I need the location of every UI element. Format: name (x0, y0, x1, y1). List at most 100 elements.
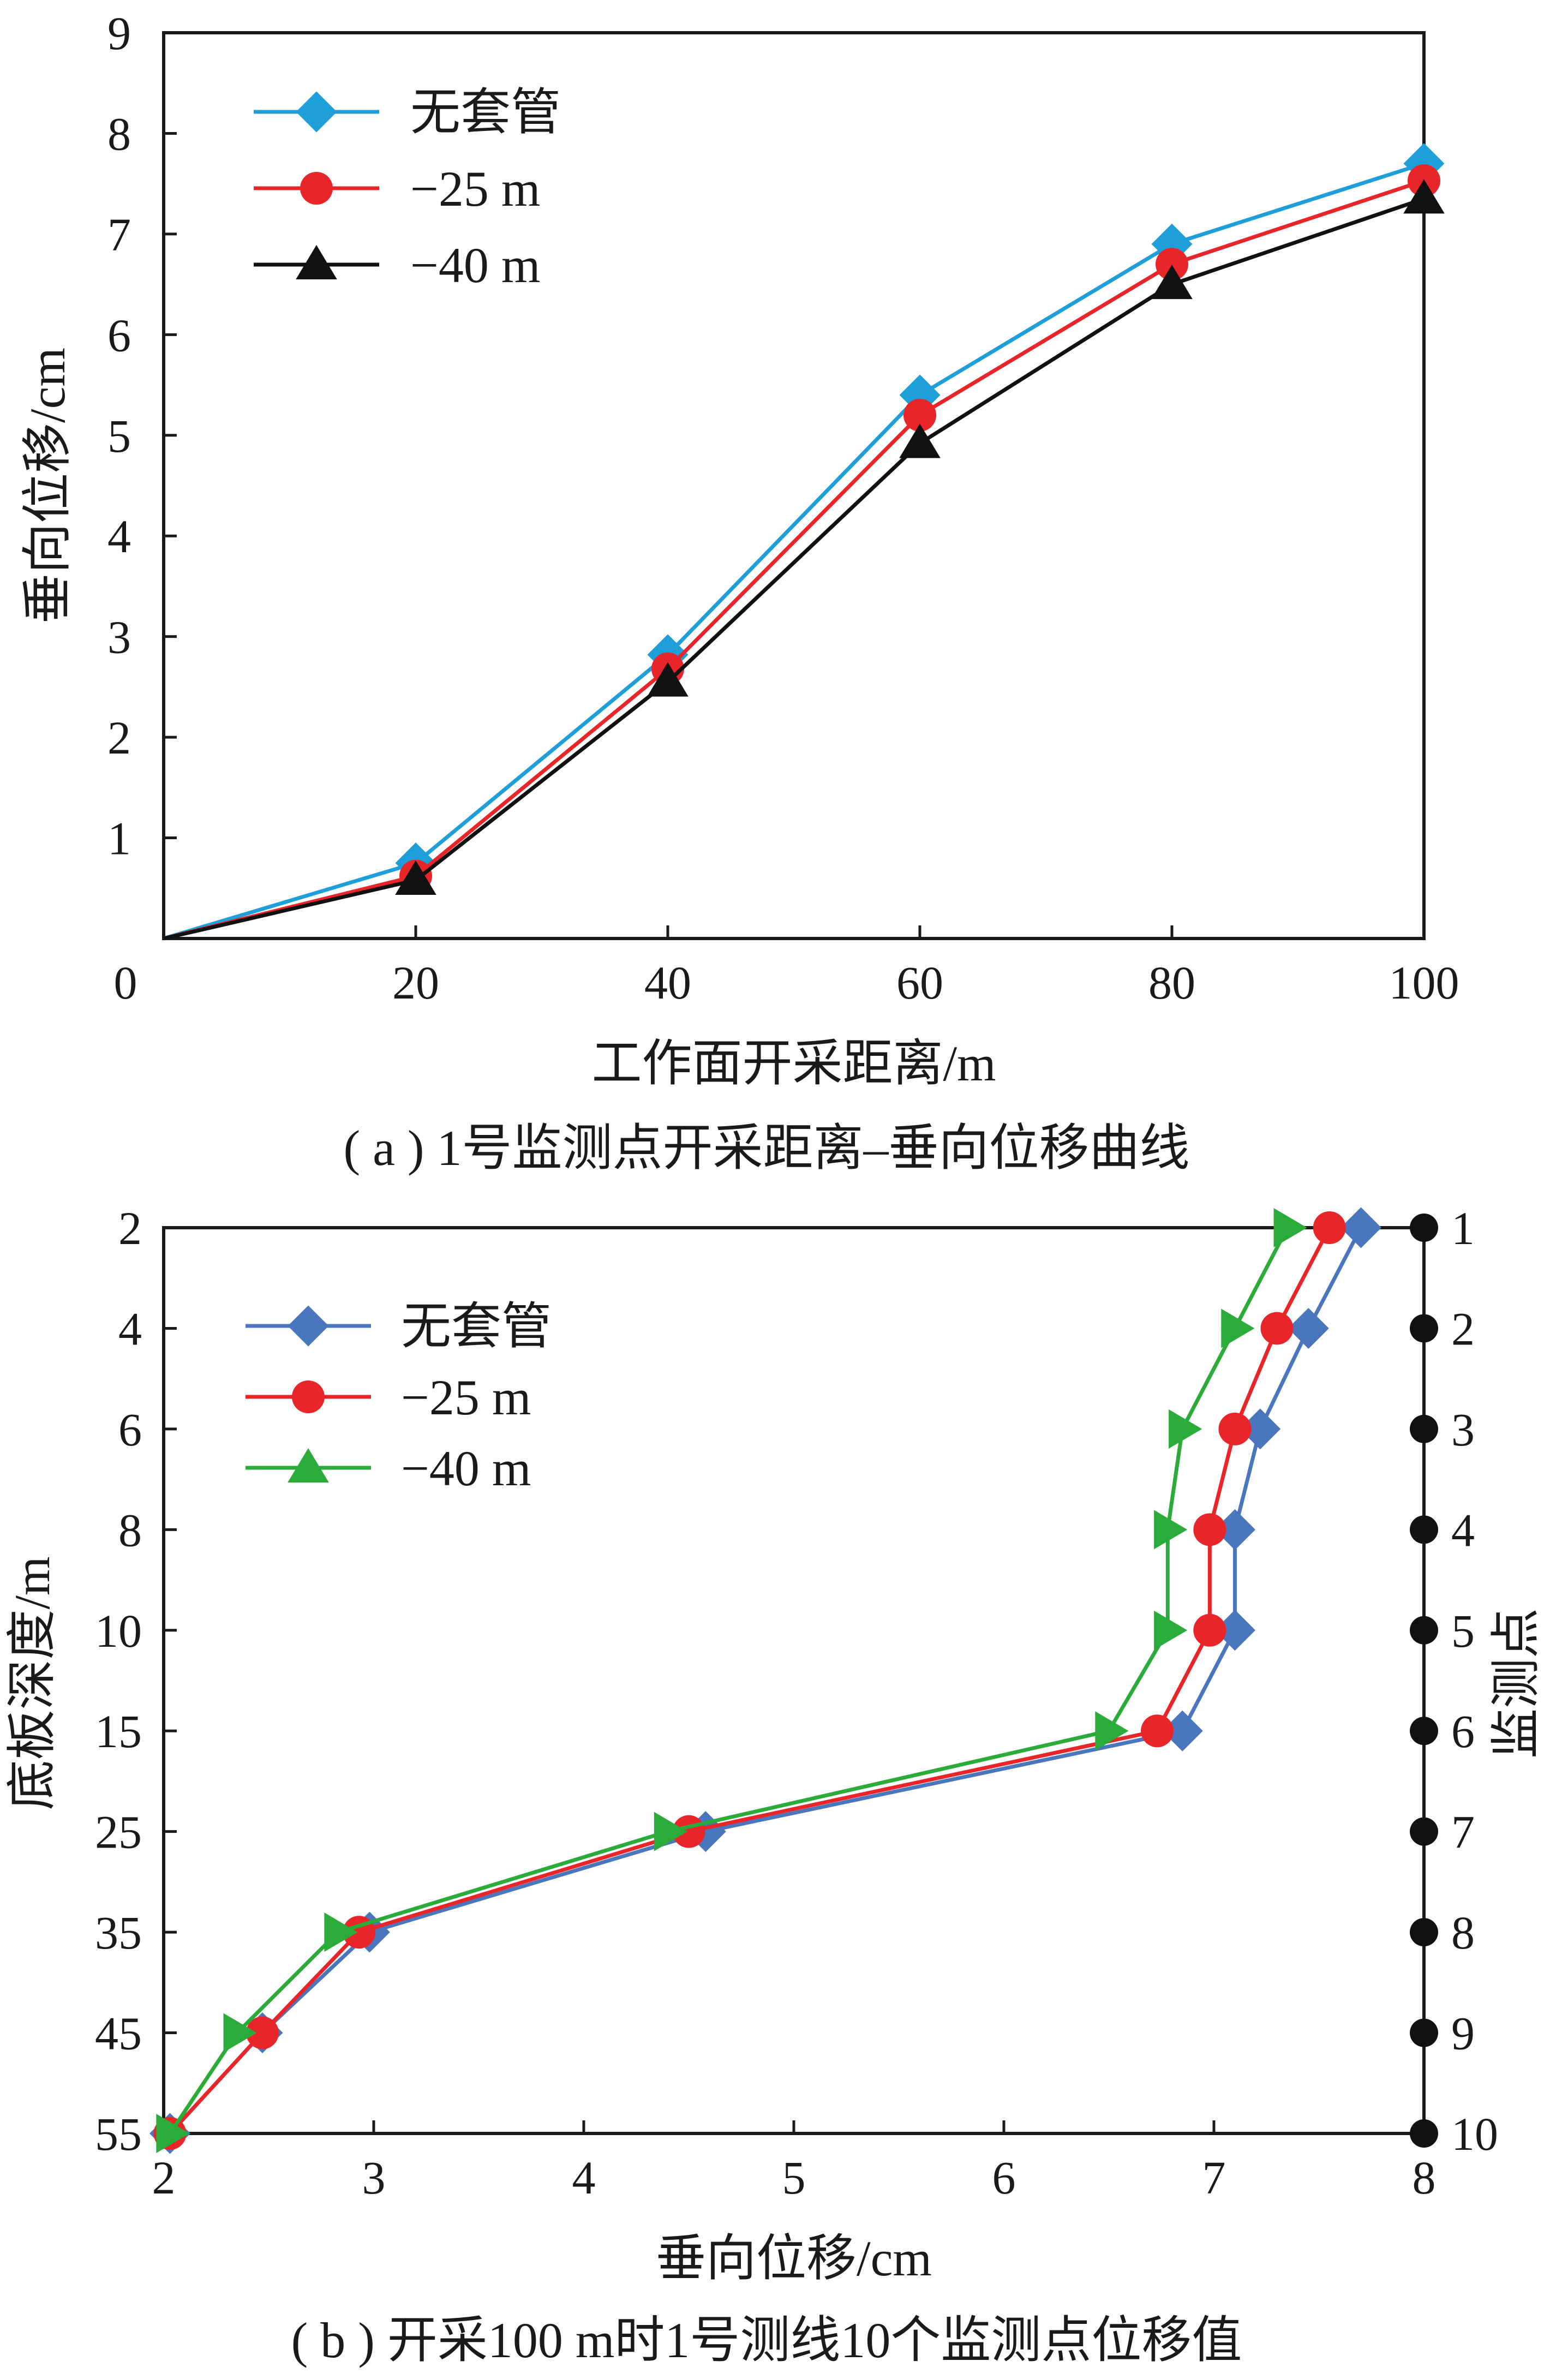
data-point (1218, 1412, 1252, 1445)
plot-series (149, 1207, 1381, 2154)
x-tick-label: 6 (992, 2151, 1016, 2204)
series-line (163, 197, 1425, 941)
x-axis: 0 20 40 60 80 100 (114, 925, 1459, 1009)
monitoring-points-axis: 1 2 3 4 5 6 7 8 9 10 (1410, 1202, 1498, 2160)
data-point (395, 860, 436, 895)
monitoring-point-label: 10 (1451, 2108, 1498, 2160)
panel-a-chart: 1 2 3 4 5 6 7 8 9 0 20 40 60 80 100 无套管 −25 m −40 m 工作面… (20, 7, 1459, 1176)
y-axis-title: 垂向位移/cm (20, 348, 75, 624)
x-tick-label: 8 (1413, 2151, 1436, 2204)
data-point (1221, 1308, 1255, 1348)
legend: 无套管 −25 m −40 m (246, 1299, 552, 1496)
monitoring-point-label: 7 (1451, 1806, 1475, 1858)
data-point (1340, 1207, 1381, 1248)
data-point (1162, 1710, 1203, 1752)
x-tick-label: 60 (896, 957, 943, 1009)
monitoring-point (1410, 1314, 1438, 1343)
monitoring-point (1410, 2018, 1438, 2047)
data-point (899, 423, 941, 458)
y-tick-label: 10 (95, 1605, 142, 1657)
x-tick-label: 20 (392, 957, 439, 1009)
monitoring-point-label: 2 (1451, 1302, 1475, 1355)
y-axis-title: 底板深度/m (4, 1556, 60, 1810)
legend-marker (296, 245, 337, 279)
data-point (1141, 1714, 1174, 1748)
legend: 无套管 −25 m −40 m (254, 85, 561, 293)
x-axis: 2 3 4 5 6 7 8 (152, 2120, 1436, 2204)
y-tick-label: 6 (118, 1403, 142, 1456)
legend-label: 无套管 (410, 85, 561, 140)
data-point (1156, 248, 1188, 281)
legend-marker (288, 1448, 329, 1483)
y-tick-label: 6 (107, 309, 131, 361)
x-tick-label: 0 (114, 957, 137, 1009)
data-point (324, 1912, 358, 1952)
y-tick-label: 25 (95, 1806, 142, 1858)
data-point (1288, 1307, 1329, 1349)
monitoring-point-label: 3 (1451, 1403, 1475, 1456)
data-point (647, 662, 689, 697)
x-axis-title: 工作面开采距离/m (591, 1036, 996, 1091)
x-tick-label: 80 (1148, 957, 1195, 1009)
y-tick-label: 1 (107, 812, 131, 865)
y-tick-label: 8 (118, 1504, 142, 1556)
data-point (1313, 1211, 1346, 1244)
legend-label: 无套管 (401, 1299, 552, 1354)
data-point (223, 2013, 257, 2053)
legend-label: −25 m (410, 161, 540, 217)
y-tick-label: 35 (95, 1906, 142, 1959)
monitoring-point-label: 6 (1451, 1705, 1475, 1758)
y-tick-label: 4 (118, 1302, 142, 1355)
monitoring-point (1410, 1717, 1438, 1746)
x-tick-label: 40 (644, 957, 691, 1009)
x-tick-label: 100 (1389, 957, 1459, 1009)
data-point (1260, 1312, 1294, 1345)
panel-a-caption: ( a ) 1号监测点开采距离–垂向位移曲线 (343, 1120, 1189, 1176)
monitoring-point (1410, 1214, 1438, 1242)
series-line (163, 178, 1425, 941)
series-line (163, 162, 1425, 941)
monitoring-point (1410, 2119, 1438, 2148)
legend-label: −25 m (401, 1370, 531, 1425)
y-tick-label: 8 (107, 107, 131, 160)
data-point (1154, 1510, 1188, 1550)
y-tick-label: 5 (107, 410, 131, 462)
data-point (1095, 1711, 1129, 1751)
data-point (903, 398, 936, 432)
legend-label: −40 m (410, 237, 540, 293)
right-axis-title: 监测点 (1488, 1608, 1544, 1759)
monitoring-point (1410, 1817, 1438, 1846)
data-point (1273, 1208, 1307, 1247)
series-line (168, 1227, 1363, 2135)
data-point (654, 1812, 687, 1851)
monitoring-point (1410, 1515, 1438, 1544)
monitoring-point-label: 8 (1451, 1906, 1475, 1959)
data-point (156, 2114, 190, 2153)
data-point (1193, 1613, 1226, 1647)
y-tick-label: 15 (95, 1705, 142, 1758)
panel-b-caption: ( b ) 开采100 m时1号测线10个监测点位移值 (291, 2312, 1242, 2368)
data-point (1169, 1409, 1202, 1449)
y-tick-label: 45 (95, 2007, 142, 2060)
legend-marker (296, 91, 337, 133)
series-line (168, 1227, 1331, 2135)
legend-marker (292, 1380, 325, 1413)
y-tick-label: 2 (107, 712, 131, 764)
data-point (1214, 1610, 1255, 1651)
plot-frame (162, 31, 1426, 940)
x-tick-label: 4 (572, 2151, 596, 2204)
x-tick-label: 3 (362, 2151, 386, 2204)
data-point (246, 2016, 279, 2049)
data-point (1151, 265, 1193, 300)
monitoring-point-label: 4 (1451, 1504, 1475, 1556)
monitoring-point-label: 5 (1451, 1605, 1475, 1657)
legend-marker (300, 172, 333, 205)
monitoring-point (1410, 1616, 1438, 1645)
data-point (1193, 1513, 1226, 1546)
data-point (1403, 179, 1445, 214)
x-tick-label: 2 (152, 2151, 176, 2204)
x-tick-label: 5 (782, 2151, 806, 2204)
y-tick-label: 3 (107, 611, 131, 664)
